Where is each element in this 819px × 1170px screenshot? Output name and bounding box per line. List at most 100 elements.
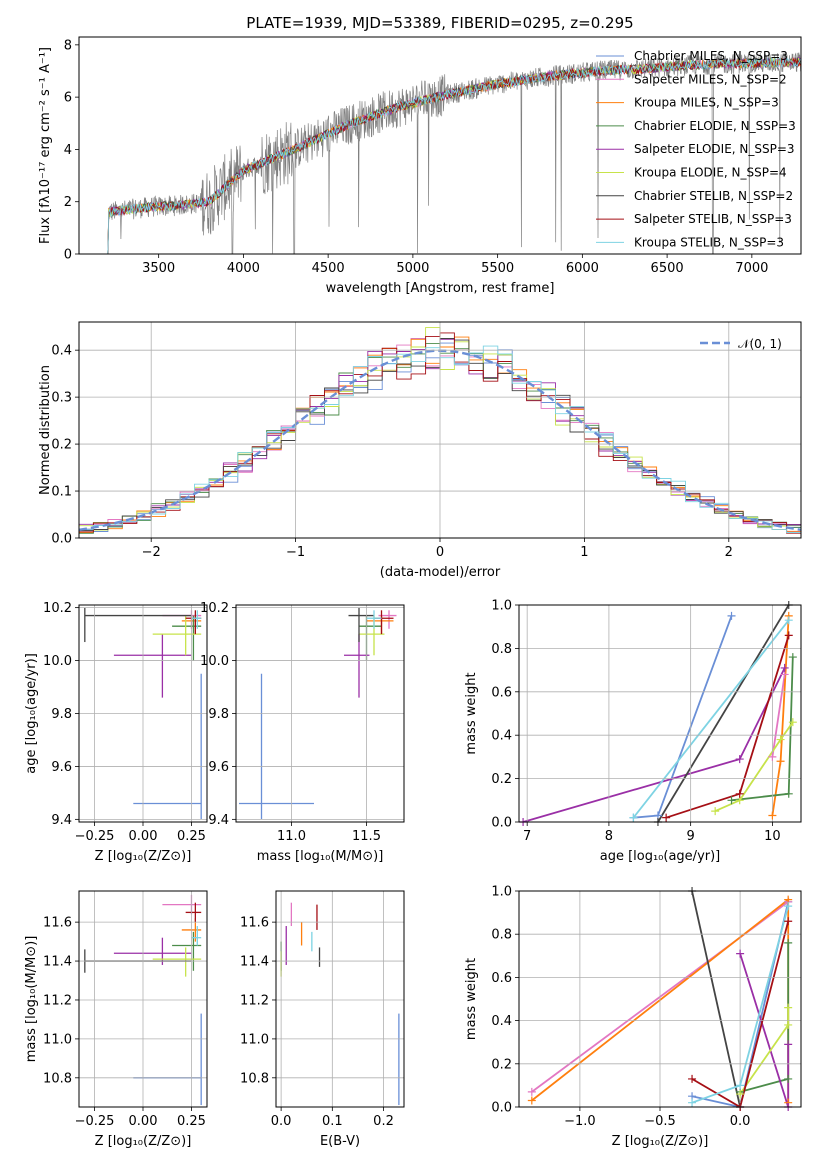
x-axis-label: E(B-V) [320, 1134, 360, 1149]
x-tick-label: 4500 [312, 261, 345, 276]
axes-frame [275, 890, 405, 1108]
y-tick-label: 0.6 [491, 971, 512, 986]
y-axis-label: mass weight [464, 958, 479, 1040]
weight-marker [784, 938, 793, 947]
legend-label: Chabrier MILES, N_SSP=3 [634, 49, 788, 63]
panel-1: 3500 4000 4500 5000 5500 6000 6500 7000 0 2 4 6 8 wav… [38, 36, 802, 296]
x-tick-label: 6500 [651, 261, 684, 276]
panel-2: −2 −1 0 1 2 0.0 0.1 0.2 0.3 0.4 (data-model)/error… [38, 321, 802, 580]
weight-marker [527, 1087, 536, 1096]
y-tick-label: 11.0 [240, 1032, 269, 1047]
y-tick-label: 0.0 [491, 816, 512, 831]
legend-label: Kroupa ELODIE, N_SSP=4 [634, 166, 787, 180]
axes-frame [78, 36, 802, 255]
x-tick-label: 3500 [142, 261, 175, 276]
weight-marker [784, 1020, 793, 1029]
y-tick-label: 9.6 [51, 760, 72, 775]
y-tick-label: 0.4 [51, 344, 72, 359]
y-tick-label: 11.2 [43, 993, 72, 1008]
y-tick-label: 1.0 [491, 885, 512, 900]
weight-marker [736, 1090, 745, 1099]
y-tick-label: 0.1 [51, 485, 72, 500]
y-tick-label: 11.4 [43, 955, 72, 970]
weight-marker [735, 789, 744, 798]
x-tick-label: 6000 [566, 261, 599, 276]
x-tick-label: −0.25 [75, 1114, 115, 1129]
plot-area [84, 607, 202, 820]
weight-marker [784, 902, 793, 911]
x-axis-label: mass [log₁₀(M/M⊙)] [257, 849, 384, 864]
weight-marker [784, 616, 793, 625]
y-tick-label: 10.0 [43, 654, 72, 669]
x-tick-label: 11.0 [277, 829, 306, 844]
weight-marker [736, 1081, 745, 1090]
plot-area [107, 52, 801, 254]
weight-marker [736, 949, 745, 958]
x-tick-label: 0 [436, 545, 444, 560]
weight-line-2 [771, 674, 786, 758]
weight-line-6 [714, 721, 794, 812]
weight-marker [776, 757, 785, 766]
x-axis-label: Z [log₁₀(Z/Z⊙)] [95, 1134, 192, 1149]
x-axis-label: age [log₁₀(age/yr)] [600, 849, 721, 864]
weight-marker [688, 1074, 697, 1083]
weight-marker [784, 1040, 793, 1049]
weight-marker [784, 1074, 793, 1083]
plot-area [522, 605, 794, 822]
y-tick-label: 0.4 [491, 1014, 512, 1029]
weight-marker [727, 796, 736, 805]
x-tick-label: 0.25 [177, 1114, 206, 1129]
y-tick-label: 0.2 [491, 772, 512, 787]
y-tick-label: 0.6 [491, 685, 512, 700]
x-tick-label: 0.25 [177, 829, 206, 844]
legend-label: Salpeter MILES, N_SSP=2 [634, 72, 787, 86]
panel-3: −0.25 0.00 0.25 9.4 9.6 9.8 10.0 10.2 Z [log₁₀(Z… [24, 601, 208, 864]
panel-8: −1.0 −0.5 0.0 0.0 0.2 0.4 0.6 0.8 1.0 Z [log₁₀(Z/… [464, 885, 802, 1149]
x-tick-label: 5000 [396, 261, 429, 276]
weight-marker [662, 813, 671, 822]
y-tick-label: 9.8 [208, 707, 229, 722]
legend-label: Salpeter STELIB, N_SSP=3 [634, 212, 792, 226]
y-tick-label: 9.4 [51, 813, 72, 828]
y-tick-label: 0.8 [491, 928, 512, 943]
y-tick-label: 8 [64, 38, 72, 53]
x-tick-label: 10 [764, 829, 781, 844]
legend-label: Salpeter ELODIE, N_SSP=3 [634, 142, 795, 156]
axes-frame [235, 604, 405, 823]
panel-4: 11.0 11.5 9.4 9.6 9.8 10.0 10.2 mass [log₁₀(M/M… [200, 601, 405, 864]
y-tick-label: 4 [64, 143, 72, 158]
panel-5: 7 8 9 10 0.0 0.2 0.4 0.6 0.8 1.0 age [log₁₀(age/yr… [464, 599, 802, 864]
weight-line-9 [632, 619, 790, 819]
x-tick-label: 0.2 [373, 1114, 394, 1129]
weight-marker [784, 631, 793, 640]
weight-marker [768, 811, 777, 820]
y-tick-label: 9.8 [51, 707, 72, 722]
weight-line-8 [665, 635, 790, 819]
plot-area [531, 891, 790, 1107]
chart-title: PLATE=1939, MJD=53389, FIBERID=0295, z=0… [246, 14, 633, 32]
y-axis-label: mass [log₁₀(M/M⊙)] [24, 936, 39, 1063]
weight-line-1 [691, 901, 790, 1107]
y-tick-label: 11.2 [240, 993, 269, 1008]
weight-marker [788, 718, 797, 727]
y-tick-label: 0 [64, 248, 72, 263]
x-tick-label: −2 [142, 545, 161, 560]
x-tick-label: 7000 [735, 261, 768, 276]
weight-marker [629, 813, 638, 822]
x-tick-label: 0.00 [129, 1114, 158, 1129]
axes-frame [518, 604, 802, 823]
x-axis-label: Z [log₁₀(Z/Z⊙)] [612, 1134, 709, 1149]
x-tick-label: 2 [725, 545, 733, 560]
x-tick-label: −0.5 [644, 1114, 676, 1129]
weight-marker [784, 1003, 793, 1012]
x-tick-label: 1 [580, 545, 588, 560]
weight-marker [688, 1098, 697, 1107]
y-tick-label: 11.6 [240, 916, 269, 931]
weight-marker [784, 917, 793, 926]
weight-line-5 [739, 953, 790, 1107]
legend: Chabrier MILES, N_SSP=3 Salpeter MILES, N… [596, 49, 796, 249]
x-tick-label: 7 [523, 829, 531, 844]
y-tick-label: 11.0 [43, 1032, 72, 1047]
model-line-9 [107, 57, 801, 254]
